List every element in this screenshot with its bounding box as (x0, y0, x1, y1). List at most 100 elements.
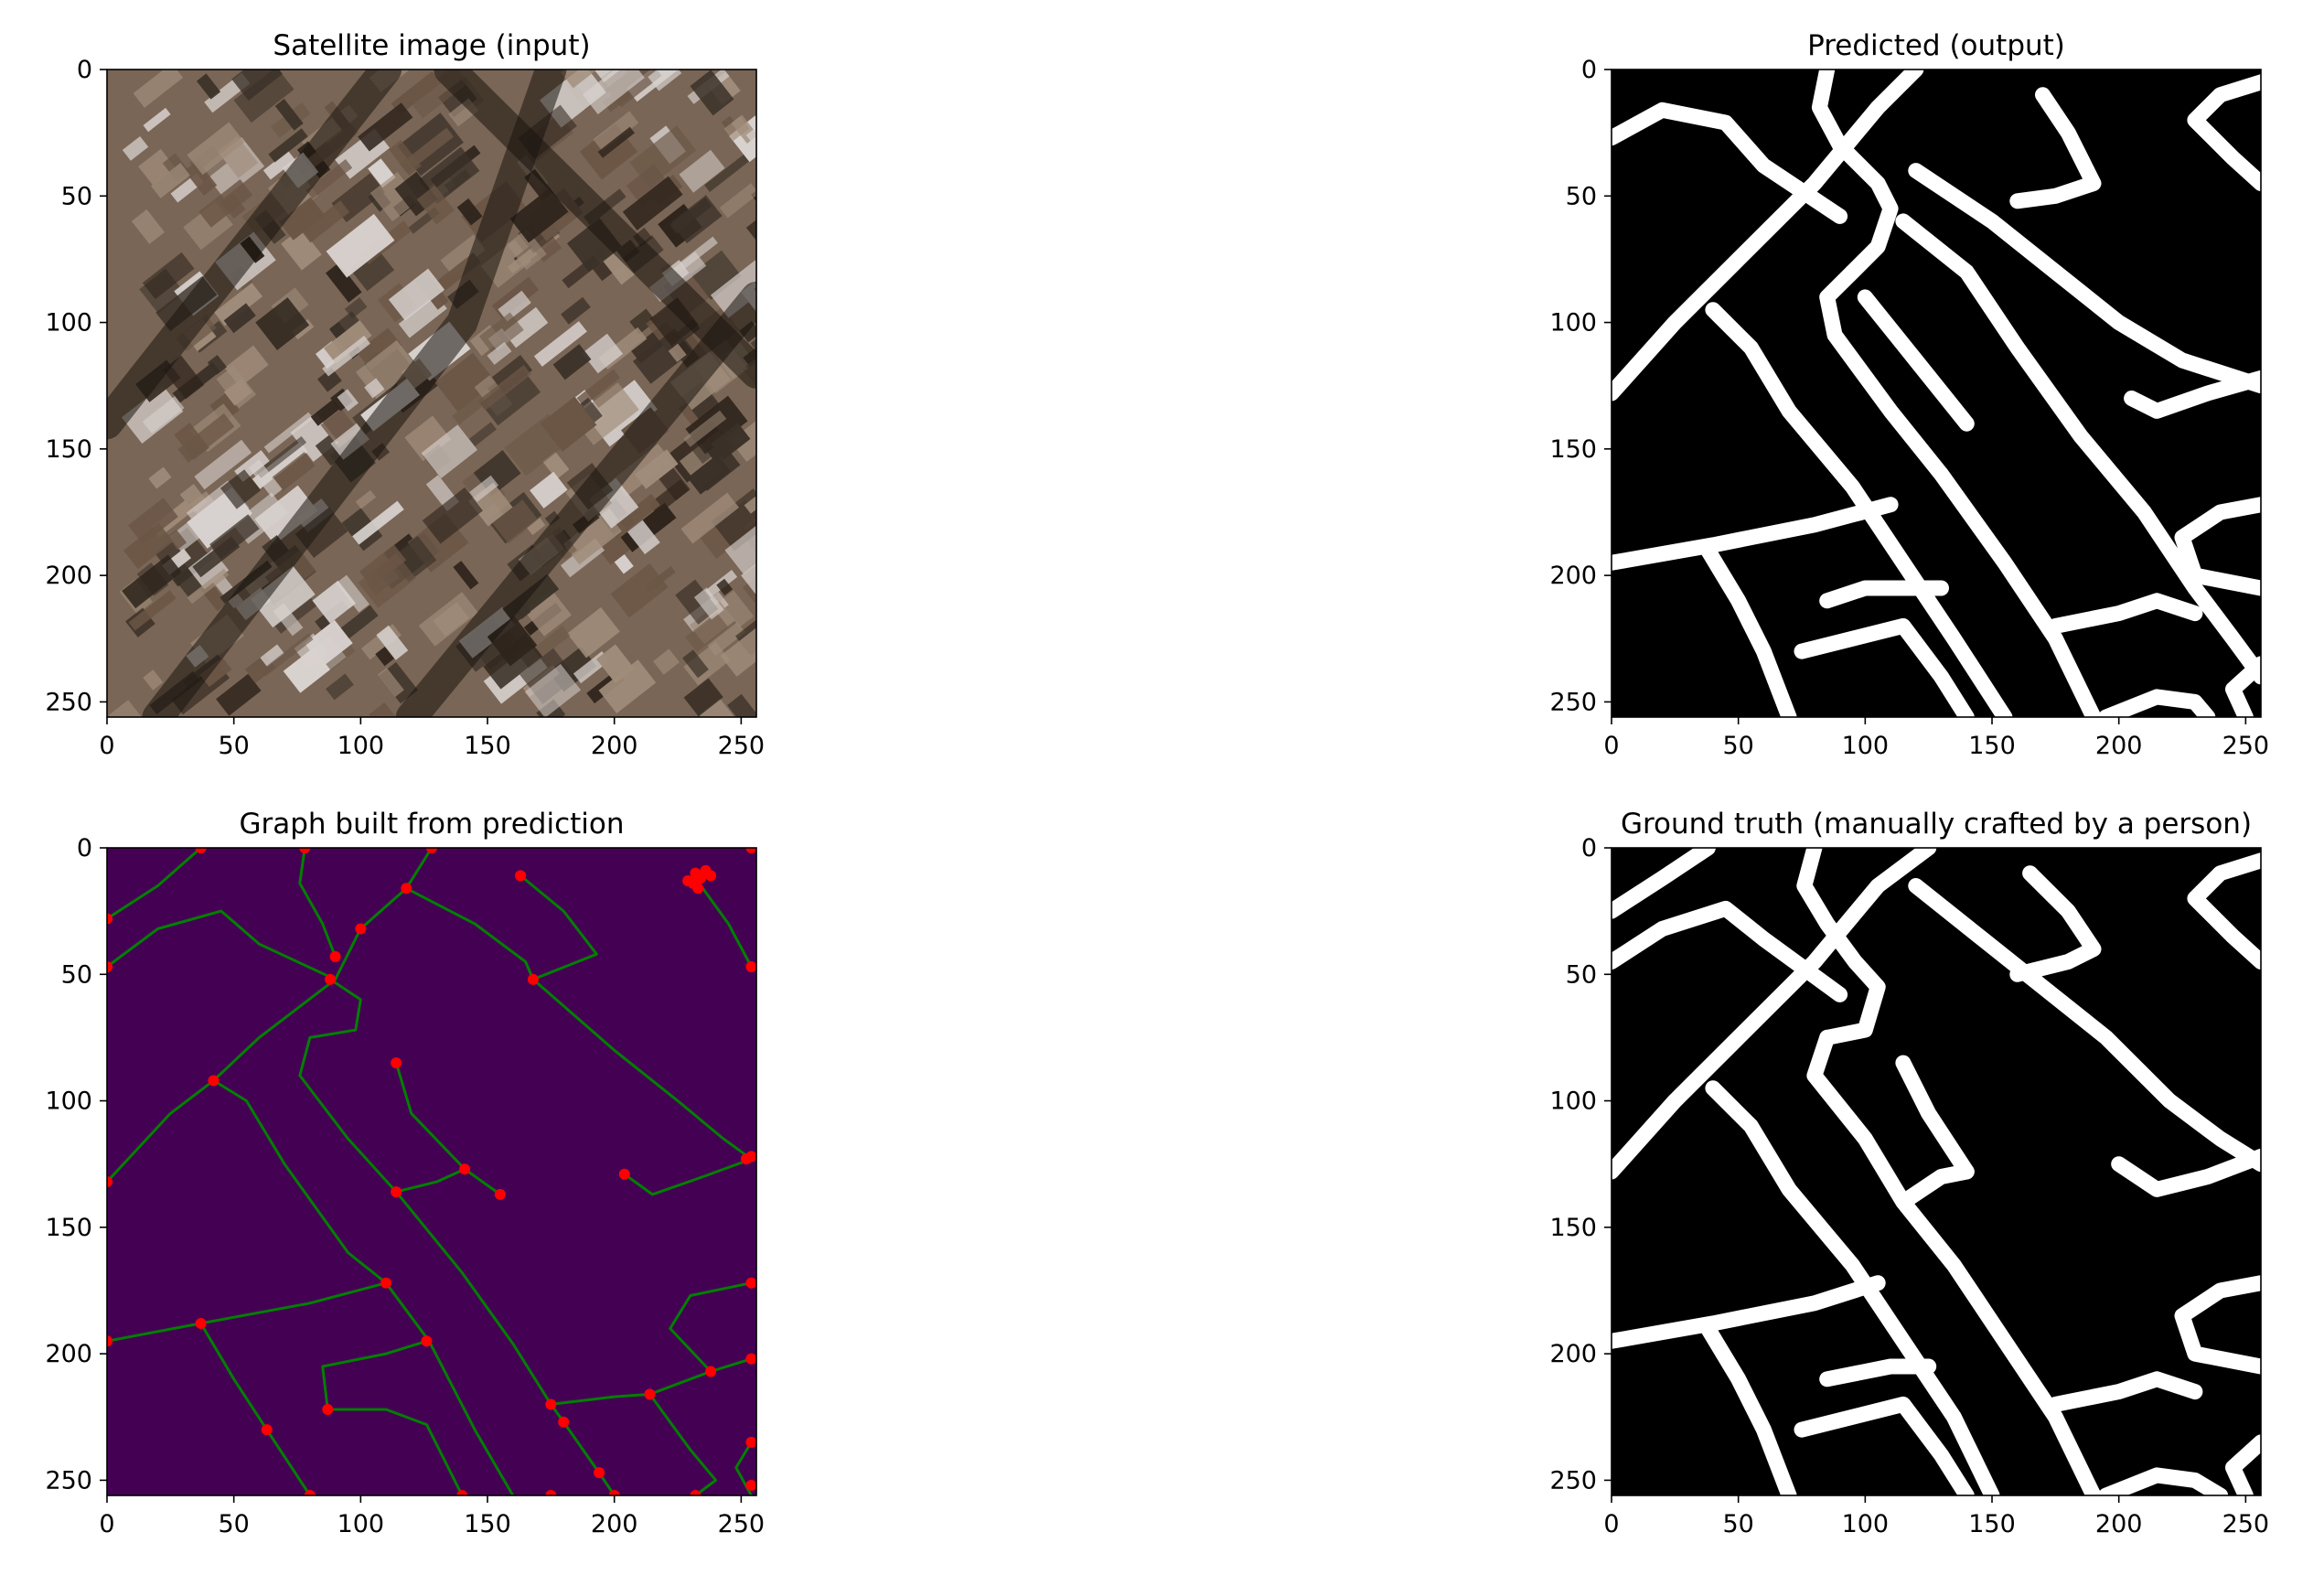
satellite-block (724, 521, 756, 574)
y-tick-label: 100 (1549, 1088, 1597, 1116)
satellite-block (184, 160, 218, 196)
satellite-block (358, 552, 416, 608)
satellite-block (719, 590, 755, 627)
satellite-block (391, 71, 442, 115)
satellite-block (506, 229, 547, 271)
graph-node (644, 1388, 656, 1400)
y-tick-label: 250 (45, 1466, 92, 1495)
graph-node (705, 870, 717, 882)
y-tick-label: 150 (45, 435, 92, 464)
satellite-block (359, 544, 407, 588)
x-tick-label: 0 (99, 1510, 114, 1538)
y-tick-label: 150 (1549, 435, 1597, 464)
graph-node (515, 870, 527, 882)
satellite-block (255, 435, 307, 478)
satellite-block (468, 422, 498, 447)
road-segment (2111, 1148, 2261, 1197)
x-tick-label: 50 (218, 732, 249, 760)
satellite-block (687, 454, 731, 495)
road-segment (1857, 289, 1975, 432)
satellite-block (220, 469, 262, 509)
subplot-title: Satellite image (input) (273, 29, 590, 62)
axes-frame (1611, 847, 2262, 1496)
satellite-block (268, 128, 308, 163)
road-segment (1612, 102, 1848, 224)
satellite-block (610, 562, 669, 618)
satellite-block (344, 297, 368, 319)
x-tick-label: 250 (718, 732, 766, 760)
graph-edge (107, 1281, 388, 1343)
subplot-1: Satellite image (input)0 50 100 150 200 25005… (45, 29, 766, 760)
road-segment (1612, 70, 1924, 402)
satellite-block (326, 262, 362, 303)
satellite-block (231, 70, 283, 102)
satellite-block (711, 423, 751, 460)
road-segment (1794, 1396, 1975, 1495)
x-tick-label: 150 (464, 1510, 511, 1538)
graph-node (494, 1188, 506, 1200)
y-tick-label: 250 (1549, 1466, 1597, 1495)
satellite-block (301, 200, 350, 243)
graph-node (107, 913, 112, 925)
subplot-3: Graph built from prediction 0 50 100 150 200 2… (45, 808, 765, 1538)
satellite-block (404, 415, 452, 462)
satellite-block (388, 268, 445, 321)
satellite-block (627, 520, 660, 555)
graph-edge (212, 1078, 515, 1495)
satellite-block (603, 251, 636, 285)
satellite-block (755, 154, 756, 187)
x-tick-label: 100 (1842, 1510, 1890, 1538)
satellite-block (322, 336, 370, 377)
x-tick-label: 250 (718, 1510, 766, 1538)
graph-node (545, 1398, 557, 1410)
graph-node (380, 1277, 392, 1289)
road-segment (2187, 74, 2261, 191)
satellite-block (716, 578, 734, 596)
graph-edge (693, 876, 753, 969)
road-segment (1895, 213, 2261, 685)
satellite-block (727, 693, 756, 717)
road-segment (1612, 848, 1937, 1180)
satellite-block (364, 378, 385, 399)
satellite-block (326, 213, 395, 278)
satellite-block (561, 296, 591, 325)
x-tick-label: 200 (591, 1510, 638, 1538)
satellite-block (377, 667, 404, 698)
road-segment (1819, 263, 2102, 717)
graph-edge (107, 848, 203, 920)
road-segment (1902, 1163, 1975, 1205)
graph-node (527, 973, 539, 985)
graph-edge (199, 1322, 312, 1495)
graph-node (426, 848, 437, 853)
satellite-block (305, 159, 353, 199)
satellite-block (221, 193, 246, 219)
road-segment (1908, 163, 2261, 394)
y-tick-label: 200 (45, 1340, 92, 1368)
graph-node (329, 950, 341, 962)
graph-node (107, 960, 112, 972)
road-segment (2174, 497, 2261, 596)
road-segment (2047, 1371, 2203, 1412)
road-segment (1612, 900, 1848, 1002)
street-shadow (434, 70, 756, 389)
x-tick-label: 150 (1968, 732, 2016, 760)
y-tick-label: 0 (77, 834, 92, 862)
satellite-block (456, 198, 483, 226)
road-segment (2187, 852, 2261, 970)
satellite-block (138, 148, 176, 186)
satellite-block (263, 412, 314, 454)
satellite-block (349, 248, 395, 292)
satellite-block (509, 188, 569, 243)
graph-edge (404, 886, 753, 1161)
road-segment (1612, 497, 1899, 571)
graph-node (391, 1186, 402, 1198)
y-tick-label: 200 (45, 562, 92, 590)
satellite-block (711, 488, 756, 552)
street-shadow (395, 281, 756, 717)
satellite-block (148, 466, 172, 489)
road-segment (2174, 1275, 2261, 1375)
y-tick-label: 50 (1566, 182, 1597, 210)
satellite-block (524, 168, 553, 201)
x-tick-label: 0 (99, 732, 114, 760)
satellite-block (187, 568, 230, 605)
